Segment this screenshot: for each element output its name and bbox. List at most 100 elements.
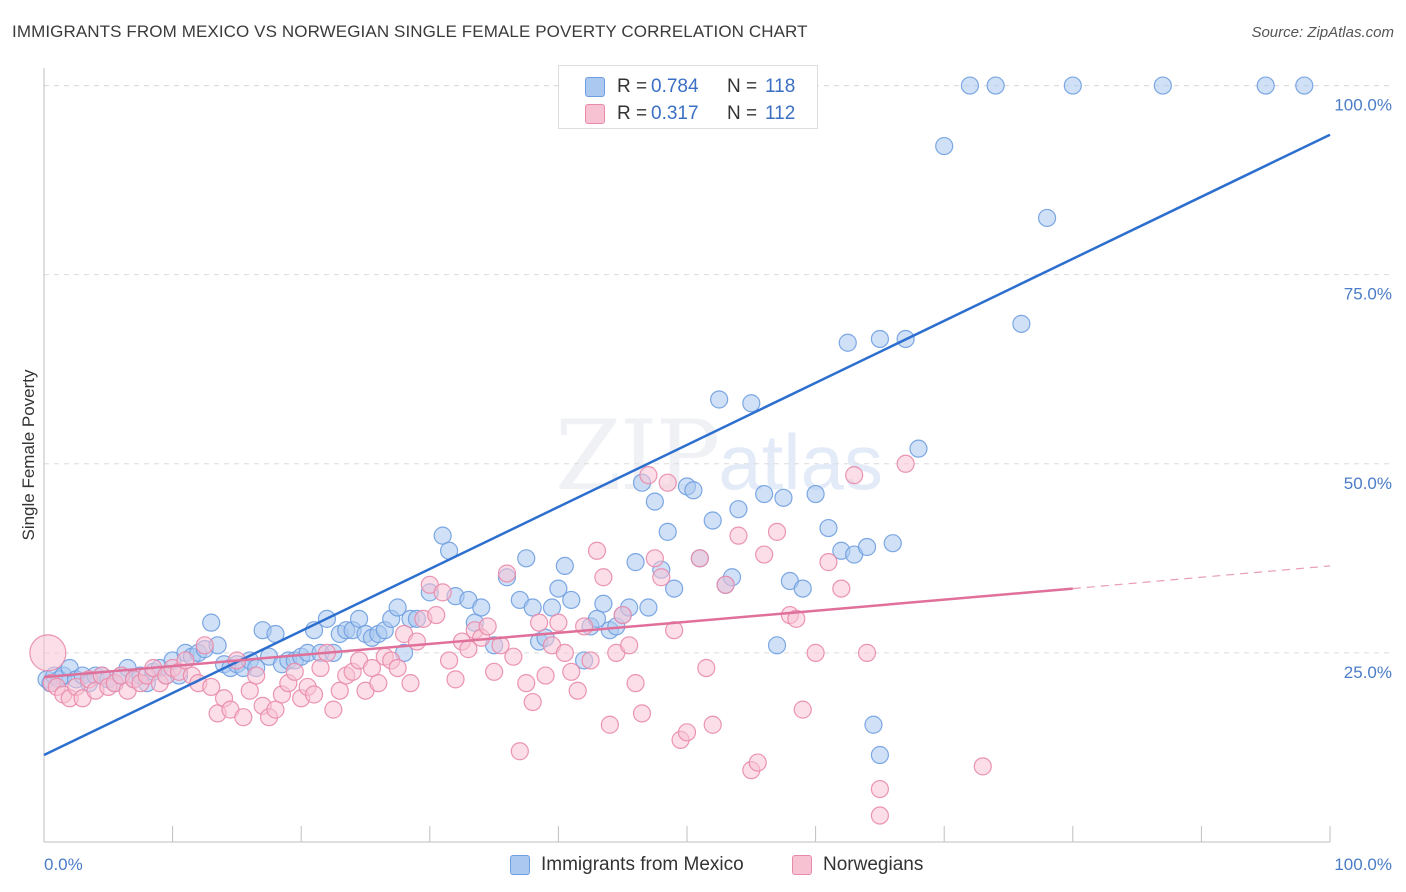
mexico-point [639,598,658,617]
legend-n-value: 118 [765,76,796,97]
norwegians-point [594,568,613,587]
norwegians-point [697,658,716,678]
mexico-trendline [43,133,1331,757]
norwegians-point [388,658,407,678]
norwegians-point [806,643,825,662]
watermark-atlas: atlas [718,418,883,506]
legend-swatch-norwegians [585,104,605,124]
norwegians-point [369,674,388,693]
norwegians-point [870,779,890,799]
x-tick-label: 0.0% [44,855,83,874]
mexico-point [793,579,812,598]
norwegians-point [870,806,890,825]
points-layer [29,76,1314,825]
mexico-point [472,598,491,617]
norwegians-point [677,723,697,742]
mexico-point [1012,314,1031,333]
norwegians-point [247,666,266,685]
chart-title: IMMIGRANTS FROM MEXICO VS NORWEGIAN SING… [12,22,808,41]
norwegians-point [767,522,787,541]
norwegians-point [793,700,812,719]
norwegians-point [645,549,664,568]
legend-row-mexico: R = 0.784 N = 118 [559,72,819,102]
mexico-point [774,488,793,507]
norwegians-point [478,617,497,636]
norwegians-point [240,681,259,700]
norwegians-point [857,643,877,662]
norwegians-point [401,674,420,693]
mexico-point [645,492,664,511]
legend-swatch-mexico [510,855,530,875]
mexico-point [729,500,748,519]
norwegians-point [600,715,619,734]
label-layer: 25.0% 50.0% 75.0% 100.0% 0.0% 100.0% Single Fe… [19,96,1392,874]
norwegians-point [497,564,517,583]
norwegians-point [407,632,427,651]
norwegians-point [581,651,600,670]
mexico-point [202,613,221,632]
norwegians-point [658,473,677,492]
norwegians-point [202,677,221,697]
norwegians-point [639,466,658,485]
mexico-point [710,390,729,409]
norwegians-point [690,549,709,568]
y-tick-label: 50.0% [1344,474,1392,493]
y-tick-label: 25.0% [1344,663,1392,682]
mexico-point [870,745,890,765]
mexico-point [883,534,902,553]
norwegians-point [845,466,864,485]
mexico-point [909,439,928,458]
mexico-point [838,333,857,352]
y-axis-label: Single Female Poverty [19,369,38,541]
norwegians-trendline-extension [1072,565,1331,590]
norwegians-point [716,575,735,594]
norwegians-point [632,704,652,723]
norwegians-point [896,454,915,473]
norwegians-point [510,742,529,761]
legend-item-norwegians[interactable]: Norwegians [792,852,923,878]
mexico-point [388,598,407,617]
norwegians-point [755,545,774,564]
legend-n-value: 112 [765,103,796,124]
y-tick-label: 100.0% [1334,96,1392,115]
norwegians-trendline [43,587,1073,679]
norwegians-point [587,541,607,560]
legend-r-label: R = [617,103,648,124]
norwegians-point [266,700,285,719]
mexico-point [806,484,825,504]
mexico-point [594,594,613,613]
axis-layer [43,68,1331,843]
mexico-point [1037,208,1057,228]
mexico-point [986,76,1005,95]
norwegians-point [433,583,452,602]
chart-source: Source: ZipAtlas.com [1251,24,1394,41]
norwegians-point [439,651,459,670]
norwegians-point [652,568,671,587]
norwegians-point [620,636,639,655]
norwegians-point [832,579,851,598]
legend-label-mexico: Immigrants from Mexico [541,854,744,875]
legend-r-value: 0.317 [651,103,699,124]
legend-row-norwegians: R = 0.317 N = 112 [559,99,819,129]
norwegians-point [536,666,555,685]
mexico-point [1295,76,1314,95]
grid-layer [44,85,1392,654]
mexico-point [665,579,684,598]
norwegians-point [973,757,992,776]
norwegians-point [29,634,67,672]
mexico-point [555,556,574,576]
norwegians-point [485,662,504,681]
norwegians-point [523,692,542,712]
trend-layer [43,133,1331,757]
mexico-point [562,590,581,610]
norwegians-point [748,753,767,772]
norwegians-point [311,658,330,678]
mexico-point [767,636,787,655]
legend-item-mexico[interactable]: Immigrants from Mexico [510,852,744,878]
norwegians-point [234,708,253,727]
norwegians-point [195,636,214,655]
mexico-point [755,484,774,504]
legend-n-label: N = [727,103,758,124]
legend-n-label: N = [727,76,758,97]
